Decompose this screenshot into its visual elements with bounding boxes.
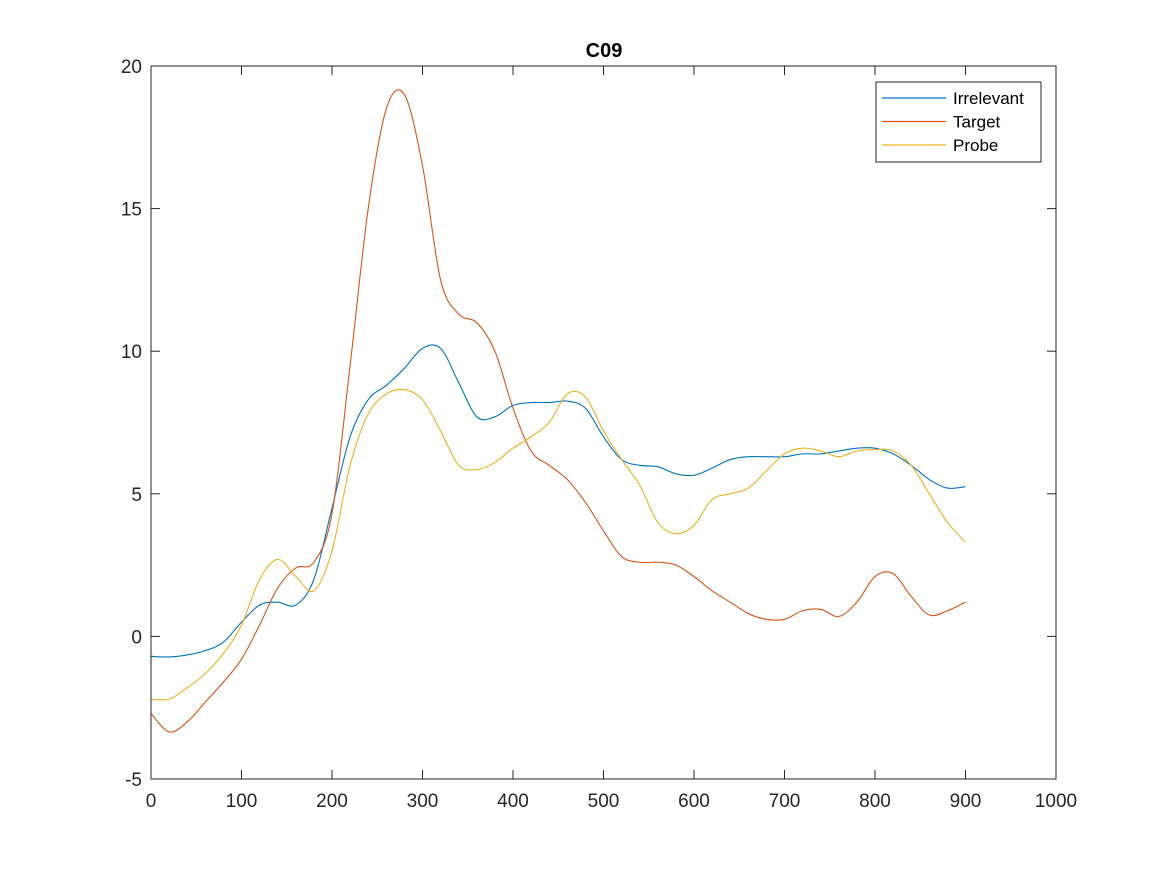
y-tick-label: 10	[121, 342, 142, 363]
plot-area	[150, 89, 966, 733]
y-tick-label: 20	[121, 57, 142, 78]
y-tick-label: 15	[121, 200, 142, 221]
chart-title: C09	[586, 40, 623, 62]
y-tick-label: 0	[131, 627, 142, 648]
axes: 0 100 200 300 400 500 600 700 800 900 1000-5051015…	[121, 57, 1077, 812]
x-tick-label: 900	[950, 791, 982, 812]
legend-label-irrelevant: Irrelevant	[953, 89, 1024, 108]
x-tick-label: 700	[769, 791, 801, 812]
legend-label-probe: Probe	[953, 136, 998, 155]
x-tick-label: 300	[407, 791, 439, 812]
series-line-probe	[150, 388, 966, 701]
x-tick-label: 600	[678, 791, 710, 812]
x-tick-label: 800	[859, 791, 891, 812]
x-tick-label: 0	[146, 791, 157, 812]
x-tick-label: 200	[316, 791, 348, 812]
series-line-target	[150, 89, 966, 733]
x-tick-label: 100	[226, 791, 258, 812]
legend: Irrelevant Target Probe	[875, 81, 1042, 163]
legend-label-target: Target	[953, 113, 1001, 132]
x-tick-label: 1000	[1035, 791, 1077, 812]
x-tick-label: 500	[588, 791, 620, 812]
series-line-irrelevant	[150, 344, 966, 658]
y-tick-label: -5	[125, 770, 142, 791]
x-tick-label: 400	[497, 791, 529, 812]
y-tick-label: 5	[131, 485, 142, 506]
